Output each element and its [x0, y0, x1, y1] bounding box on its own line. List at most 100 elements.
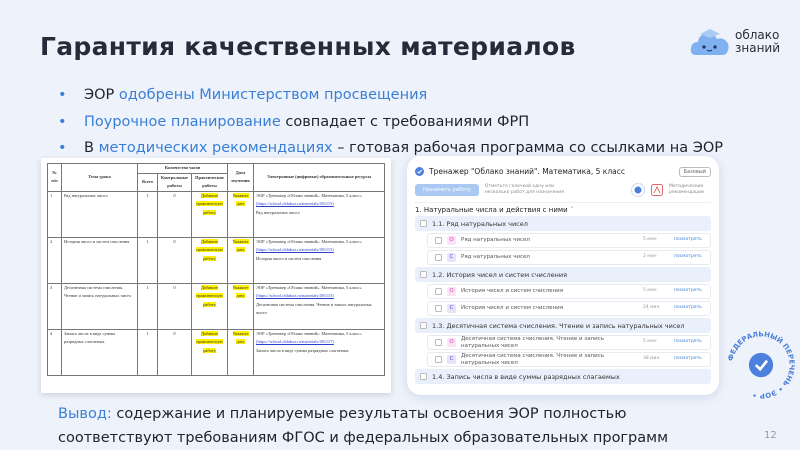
header-date: Дата изучения [227, 163, 255, 192]
cloud-logo-icon [690, 29, 729, 55]
assign-work-button[interactable]: Назначить работу [415, 184, 479, 196]
subsection-header[interactable]: 1.1. Ряд натуральных чисел [415, 216, 711, 231]
method-recommendations-link[interactable]: Методические рекомендации [669, 184, 704, 195]
resource-name: ЭОР «Тренажер «Облако знаний». Математик… [256, 238, 362, 244]
highlight-text: методических рекомендациях [98, 140, 333, 156]
cell-control: 0 [157, 190, 192, 238]
checkbox[interactable] [435, 288, 442, 295]
exercise-row[interactable]: О Десятичная система счисления. Чтение и … [427, 335, 711, 350]
exercise-row[interactable]: С Ряд натуральных чисел 2 мин посмотреть [427, 250, 711, 265]
level-badge[interactable]: Базовый [678, 166, 711, 177]
resource-link[interactable]: (https://school.oblakoz.ru/materials/491… [256, 293, 334, 298]
subsection-header[interactable]: 1.3. Десятичная система счисления. Чтени… [415, 318, 711, 333]
type-tag: С [447, 355, 456, 364]
view-link[interactable]: посмотреть [674, 288, 702, 294]
view-link[interactable]: посмотреть [674, 237, 702, 243]
checkbox[interactable] [435, 305, 442, 312]
cell-practical: Добавьте практическую работу [190, 190, 229, 238]
exercise-name: Десятичная система счисления. Чтение и з… [461, 336, 605, 349]
view-link[interactable]: посмотреть [674, 339, 702, 345]
type-tag: С [447, 304, 456, 313]
checkbox[interactable] [420, 220, 427, 227]
logo-line1: облако [735, 28, 780, 42]
subsection-title: 1.4. Запись числа в виде суммы разрядных… [432, 372, 620, 381]
exercise-row[interactable]: С История чисел и систем счисления 24 мин п… [427, 301, 711, 316]
resource-link[interactable]: (https://school.oblakoz.ru/materials/491… [256, 339, 334, 344]
checkbox[interactable] [435, 237, 442, 244]
checkbox[interactable] [420, 322, 427, 329]
cell-total: 1 [137, 236, 158, 284]
duration: 5 мин [643, 288, 657, 294]
exercise-row[interactable]: О История чисел и систем счисления 5 мин по… [427, 284, 711, 299]
exercise-name: Ряд натуральных чисел [461, 254, 530, 261]
checkbox[interactable] [420, 373, 427, 380]
federal-list-stamp: ФЕДЕРАЛЬНЫЙ ПЕРЕЧЕНЬ • ЭОР • [727, 330, 796, 399]
cell-resources: ЭОР «Тренажер «Облако знаний». Математик… [253, 282, 385, 330]
cell-topic: Ряд натуральных чисел [61, 190, 138, 238]
table-row: 3 Десятичная система счисления. Чтение и … [47, 282, 385, 330]
conclusion-line1: содержание и планируемые результаты осво… [111, 406, 627, 422]
cell-control: 0 [157, 282, 192, 330]
conclusion-label: Вывод: [58, 406, 112, 422]
exercise-name: Десятичная система счисления. Чтение и з… [461, 353, 605, 366]
cell-date: Укажите дату [227, 190, 255, 238]
cell-resources: ЭОР «Тренажер «Облако знаний». Математик… [253, 190, 385, 238]
resource-link[interactable]: (https://school.oblakoz.ru/materials/491… [256, 247, 334, 252]
header-total: Всего [137, 172, 158, 192]
cell-topic: Десятичная система счисления. Чтение и з… [61, 282, 138, 330]
text: – готовая рабочая программа со ссылками … [332, 140, 723, 156]
cell-topic: История чисел и систем счисления [61, 236, 138, 284]
view-link[interactable]: посмотреть [674, 254, 702, 260]
check-badge-icon [415, 167, 424, 176]
checkbox[interactable] [420, 271, 427, 278]
header-topic: Тема урока [61, 163, 138, 192]
checkbox[interactable] [435, 356, 442, 363]
exercise-row[interactable]: О Ряд натуральных чисел 5 мин посмотреть [427, 233, 711, 248]
resource-link[interactable]: (https://school.oblakoz.ru/materials/491… [256, 201, 334, 206]
bullet-item: В методических рекомендациях – готовая р… [58, 135, 723, 162]
pdf-icon[interactable] [651, 184, 663, 196]
resource-topic: Ряд натуральных чисел [256, 209, 300, 215]
resource-topic: Запись числа в виде суммы разрядных слаг… [256, 347, 349, 353]
resource-name: ЭОР «Тренажер «Облако знаний». Математик… [256, 284, 362, 290]
lesson-plan-table: № п/п Тема урока Количество часов Дата изуч… [47, 163, 385, 376]
checkbox[interactable] [435, 339, 442, 346]
view-link[interactable]: посмотреть [674, 305, 702, 311]
checkbox[interactable] [435, 254, 442, 261]
cell-num: 4 [47, 328, 62, 376]
cell-total: 1 [137, 190, 158, 238]
app-title: Тренажер "Облако знаний". Математика, 5 … [429, 167, 625, 176]
text: ЭОР [84, 87, 119, 103]
header-hours: Количество часов [136, 163, 229, 174]
verified-icon [631, 183, 645, 197]
resource-topic: Десятичная система счисления. Чтение и з… [256, 301, 372, 316]
practical-placeholder: Добавьте практическую работу [196, 192, 223, 215]
cell-resources: ЭОР «Тренажер «Облако знаний». Математик… [253, 328, 385, 376]
text: В [84, 140, 99, 156]
table-row: 4 Запись числа в виде суммы разрядных сла… [47, 328, 385, 376]
cell-num: 3 [47, 282, 62, 330]
subsection-title: 1.3. Десятичная система счисления. Чтени… [432, 321, 685, 330]
cell-total: 1 [137, 282, 158, 330]
exercise-row[interactable]: С Десятичная система счисления. Чтение и … [427, 352, 711, 367]
cell-num: 1 [47, 190, 62, 238]
type-tag: О [447, 338, 456, 347]
chevron-up-icon[interactable]: ˄ [569, 206, 574, 214]
bullet-item: Поурочное планирование совпадает с требо… [58, 109, 723, 136]
header-practical: Практические работы [190, 172, 229, 192]
exercise-name: Ряд натуральных чисел [461, 237, 530, 244]
view-link[interactable]: посмотреть [674, 356, 702, 362]
duration: 2 мин [643, 254, 657, 260]
section-header[interactable]: 1. Натуральные числа и действия с ними ˄ [415, 202, 711, 214]
table-row: 1 Ряд натуральных чисел 1 0 Добавьте практич… [47, 190, 385, 238]
header-control: Контрольные работы [157, 172, 192, 192]
subsection-header[interactable]: 1.2. История чисел и систем счисления [415, 267, 711, 282]
cell-resources: ЭОР «Тренажер «Облако знаний». Математик… [253, 236, 385, 284]
resource-topic: История чисел и систем счисления [256, 255, 322, 261]
cell-topic: Запись числа в виде суммы разрядных слаг… [61, 328, 138, 376]
subsection-header[interactable]: 1.4. Запись числа в виде суммы разрядных… [415, 369, 711, 384]
subsection-title: 1.1. Ряд натуральных чисел [432, 219, 528, 228]
duration: 5 мин [643, 237, 657, 243]
cell-num: 2 [47, 236, 62, 284]
cell-date: Укажите дату [227, 282, 255, 330]
